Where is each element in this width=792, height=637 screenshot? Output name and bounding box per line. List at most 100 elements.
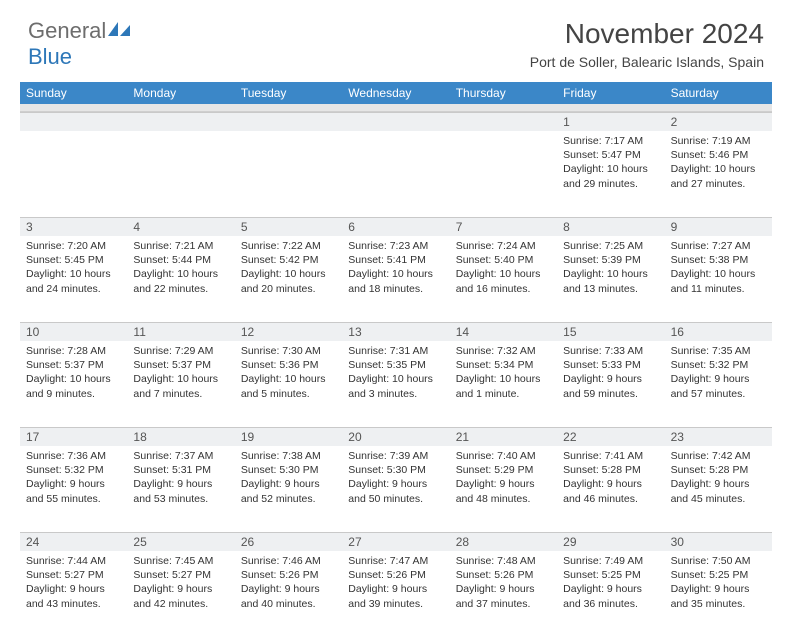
day-number: 30	[665, 533, 772, 551]
sunrise-line: Sunrise: 7:17 AM	[563, 134, 658, 148]
day-number: 27	[342, 533, 449, 551]
day-number: 24	[20, 533, 127, 551]
day-number: 25	[127, 533, 234, 551]
day-number: 29	[557, 533, 664, 551]
day-number: 16	[665, 323, 772, 341]
day-cell	[450, 131, 557, 217]
daylight-line: and 53 minutes.	[133, 492, 228, 506]
sunset-line: Sunset: 5:32 PM	[26, 463, 121, 477]
sunrise-line: Sunrise: 7:20 AM	[26, 239, 121, 253]
dayname-row: Sunday Monday Tuesday Wednesday Thursday…	[20, 82, 772, 104]
page-subtitle: Port de Soller, Balearic Islands, Spain	[530, 54, 764, 70]
daylight-line: Daylight: 10 hours	[26, 267, 121, 281]
sunset-line: Sunset: 5:27 PM	[133, 568, 228, 582]
daylight-line: and 27 minutes.	[671, 177, 766, 191]
daylight-line: and 42 minutes.	[133, 597, 228, 611]
day-cell: Sunrise: 7:22 AMSunset: 5:42 PMDaylight:…	[235, 236, 342, 322]
day-number: 20	[342, 428, 449, 446]
daylight-line: Daylight: 9 hours	[671, 477, 766, 491]
sunset-line: Sunset: 5:35 PM	[348, 358, 443, 372]
day-cell: Sunrise: 7:28 AMSunset: 5:37 PMDaylight:…	[20, 341, 127, 427]
sunset-line: Sunset: 5:33 PM	[563, 358, 658, 372]
day-cell: Sunrise: 7:45 AMSunset: 5:27 PMDaylight:…	[127, 551, 234, 637]
sunset-line: Sunset: 5:25 PM	[563, 568, 658, 582]
daylight-line: Daylight: 10 hours	[26, 372, 121, 386]
day-number: 4	[127, 218, 234, 236]
sunrise-line: Sunrise: 7:19 AM	[671, 134, 766, 148]
day-number: 22	[557, 428, 664, 446]
dayname-wednesday: Wednesday	[342, 82, 449, 104]
sunrise-line: Sunrise: 7:22 AM	[241, 239, 336, 253]
day-cell: Sunrise: 7:29 AMSunset: 5:37 PMDaylight:…	[127, 341, 234, 427]
sunset-line: Sunset: 5:31 PM	[133, 463, 228, 477]
daylight-line: and 36 minutes.	[563, 597, 658, 611]
sunrise-line: Sunrise: 7:44 AM	[26, 554, 121, 568]
daylight-line: Daylight: 9 hours	[671, 582, 766, 596]
sunset-line: Sunset: 5:37 PM	[133, 358, 228, 372]
sunrise-line: Sunrise: 7:27 AM	[671, 239, 766, 253]
sunset-line: Sunset: 5:32 PM	[671, 358, 766, 372]
daylight-line: Daylight: 9 hours	[26, 477, 121, 491]
day-cell: Sunrise: 7:33 AMSunset: 5:33 PMDaylight:…	[557, 341, 664, 427]
daylight-line: Daylight: 10 hours	[348, 372, 443, 386]
day-number	[127, 113, 234, 131]
day-number: 12	[235, 323, 342, 341]
daylight-line: and 37 minutes.	[456, 597, 551, 611]
daynum-row: 3456789	[20, 217, 772, 236]
day-cell: Sunrise: 7:37 AMSunset: 5:31 PMDaylight:…	[127, 446, 234, 532]
daylight-line: and 1 minute.	[456, 387, 551, 401]
daylight-line: Daylight: 10 hours	[456, 372, 551, 386]
sunset-line: Sunset: 5:38 PM	[671, 253, 766, 267]
dayname-saturday: Saturday	[665, 82, 772, 104]
daylight-line: and 35 minutes.	[671, 597, 766, 611]
sunrise-line: Sunrise: 7:49 AM	[563, 554, 658, 568]
day-cell: Sunrise: 7:35 AMSunset: 5:32 PMDaylight:…	[665, 341, 772, 427]
day-number: 14	[450, 323, 557, 341]
daylight-line: and 3 minutes.	[348, 387, 443, 401]
day-cell: Sunrise: 7:38 AMSunset: 5:30 PMDaylight:…	[235, 446, 342, 532]
day-cell: Sunrise: 7:27 AMSunset: 5:38 PMDaylight:…	[665, 236, 772, 322]
daylight-line: Daylight: 9 hours	[563, 372, 658, 386]
daylight-line: and 16 minutes.	[456, 282, 551, 296]
sunset-line: Sunset: 5:45 PM	[26, 253, 121, 267]
day-number: 9	[665, 218, 772, 236]
day-number: 28	[450, 533, 557, 551]
day-number: 26	[235, 533, 342, 551]
week-row: Sunrise: 7:20 AMSunset: 5:45 PMDaylight:…	[20, 236, 772, 322]
sunrise-line: Sunrise: 7:36 AM	[26, 449, 121, 463]
daylight-line: and 40 minutes.	[241, 597, 336, 611]
week-row: Sunrise: 7:17 AMSunset: 5:47 PMDaylight:…	[20, 131, 772, 217]
sunrise-line: Sunrise: 7:28 AM	[26, 344, 121, 358]
logo: General Blue	[28, 18, 130, 70]
spacer-row	[20, 104, 772, 112]
daylight-line: and 7 minutes.	[133, 387, 228, 401]
daylight-line: Daylight: 9 hours	[241, 582, 336, 596]
sunrise-line: Sunrise: 7:33 AM	[563, 344, 658, 358]
sunrise-line: Sunrise: 7:42 AM	[671, 449, 766, 463]
day-cell: Sunrise: 7:48 AMSunset: 5:26 PMDaylight:…	[450, 551, 557, 637]
daylight-line: and 11 minutes.	[671, 282, 766, 296]
sunrise-line: Sunrise: 7:23 AM	[348, 239, 443, 253]
day-cell: Sunrise: 7:47 AMSunset: 5:26 PMDaylight:…	[342, 551, 449, 637]
sunset-line: Sunset: 5:26 PM	[456, 568, 551, 582]
dayname-tuesday: Tuesday	[235, 82, 342, 104]
sunset-line: Sunset: 5:30 PM	[348, 463, 443, 477]
sunset-line: Sunset: 5:42 PM	[241, 253, 336, 267]
daylight-line: Daylight: 9 hours	[456, 477, 551, 491]
day-number: 3	[20, 218, 127, 236]
sunset-line: Sunset: 5:47 PM	[563, 148, 658, 162]
sunset-line: Sunset: 5:39 PM	[563, 253, 658, 267]
daylight-line: Daylight: 9 hours	[348, 582, 443, 596]
sunrise-line: Sunrise: 7:31 AM	[348, 344, 443, 358]
sunset-line: Sunset: 5:44 PM	[133, 253, 228, 267]
daylight-line: Daylight: 9 hours	[563, 477, 658, 491]
sunset-line: Sunset: 5:27 PM	[26, 568, 121, 582]
sunrise-line: Sunrise: 7:39 AM	[348, 449, 443, 463]
day-cell: Sunrise: 7:50 AMSunset: 5:25 PMDaylight:…	[665, 551, 772, 637]
day-number	[342, 113, 449, 131]
day-cell: Sunrise: 7:25 AMSunset: 5:39 PMDaylight:…	[557, 236, 664, 322]
page-title: November 2024	[530, 18, 764, 50]
day-number: 18	[127, 428, 234, 446]
day-number: 11	[127, 323, 234, 341]
daylight-line: Daylight: 9 hours	[133, 582, 228, 596]
